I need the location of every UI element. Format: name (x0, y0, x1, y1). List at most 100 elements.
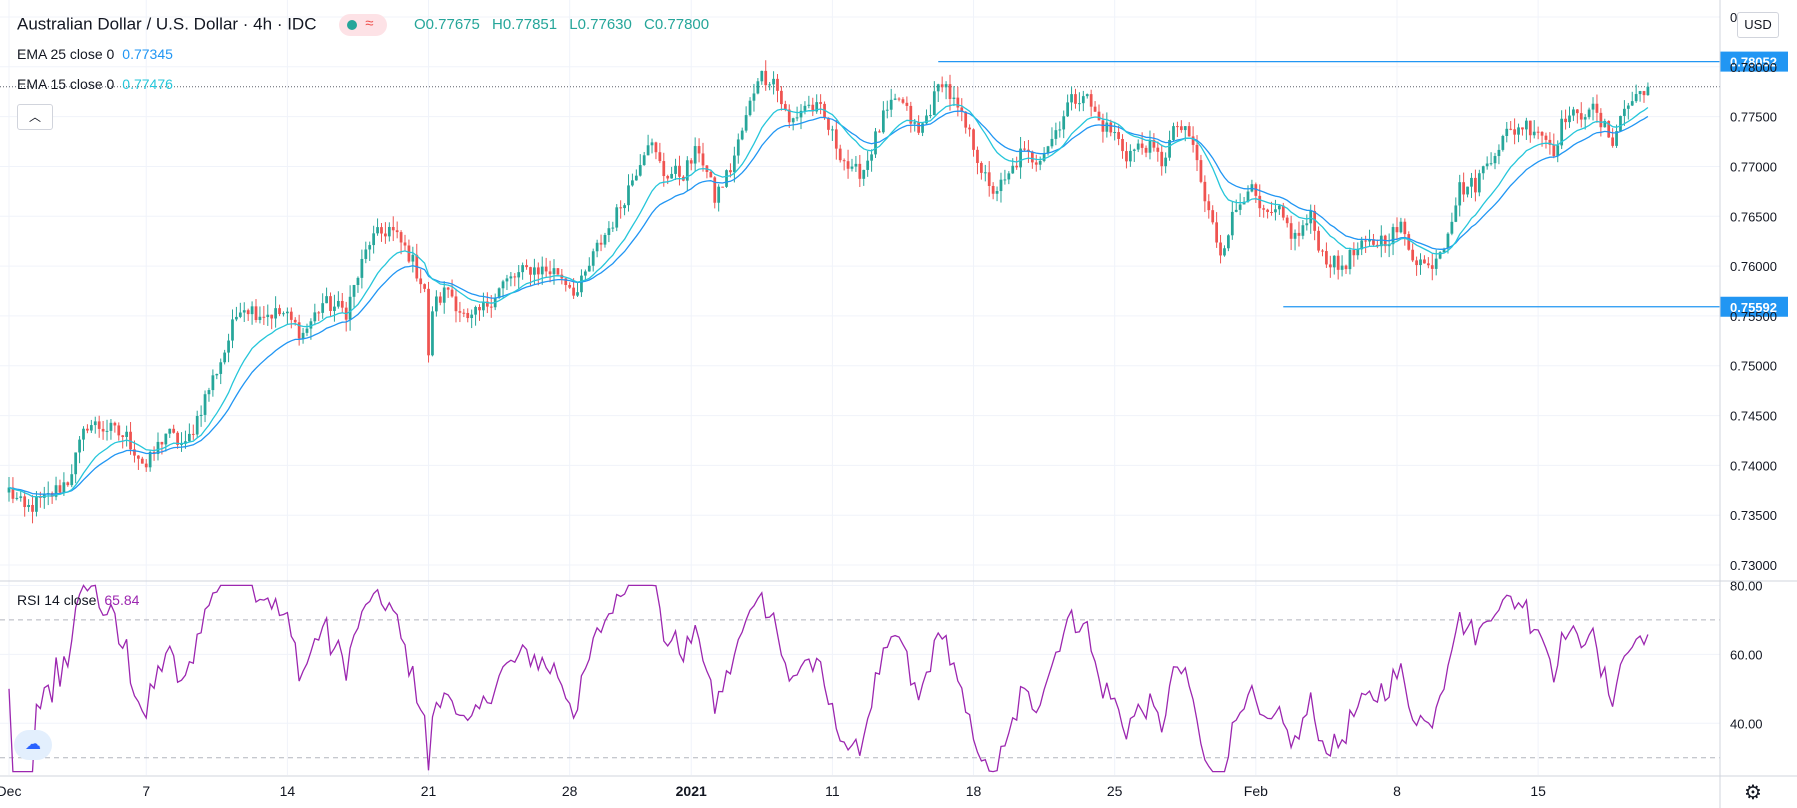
candle-body (1556, 145, 1560, 157)
candle-body (372, 233, 376, 246)
price-tick-label: 0.74000 (1730, 458, 1777, 473)
candle-body (93, 421, 97, 426)
candle-body (113, 422, 117, 426)
candle-body (783, 104, 787, 110)
candle-body (611, 227, 615, 229)
candle-body (517, 272, 521, 278)
grid (0, 0, 1720, 775)
collapse-legend-button[interactable]: ︿ (17, 104, 53, 130)
candle-body (768, 84, 772, 86)
candle-body (509, 276, 513, 279)
candle-body (842, 160, 846, 162)
candle-body (297, 322, 301, 339)
candle-body (231, 319, 234, 341)
time-tick-label: 21 (421, 783, 437, 799)
candle-body (634, 175, 638, 181)
candle-body (917, 122, 921, 133)
candle-body (109, 422, 113, 431)
candle-body (889, 99, 893, 110)
candle-body (1395, 227, 1399, 233)
rsi-legend[interactable]: RSI 14 close 65.84 (17, 592, 139, 608)
candle-body (1446, 233, 1450, 249)
candle-body (1125, 151, 1128, 162)
candle-body (819, 102, 822, 104)
candle-body (301, 332, 305, 339)
ema15-legend[interactable]: EMA 15 close 0 0.77476 (17, 76, 173, 92)
candle-body (1203, 181, 1207, 202)
candle-body (78, 439, 81, 453)
candle-body (654, 142, 658, 153)
candle-body (1132, 149, 1136, 151)
rsi-line (8, 584, 1649, 773)
candle-body (478, 306, 481, 311)
candle-body (1399, 221, 1403, 233)
ema25-legend[interactable]: EMA 25 close 0 0.77345 (17, 46, 173, 62)
candle-body (846, 161, 850, 169)
candle-body (1603, 120, 1607, 128)
market-status-pill[interactable]: ≈ (339, 14, 388, 36)
candle-body (760, 70, 764, 82)
level-price-tag (1720, 296, 1788, 317)
candle-body (348, 296, 352, 320)
candle-body (254, 306, 258, 321)
candle-body (1328, 264, 1332, 268)
ema25-value: 0.77345 (122, 46, 173, 62)
candle-body (148, 451, 152, 468)
candle-body (403, 242, 407, 246)
candle-body (180, 443, 183, 445)
time-tick-label: 11 (825, 783, 840, 799)
candle-body (470, 314, 474, 319)
time-tick-label: 18 (966, 783, 982, 799)
level-price-label: 0.78052 (1730, 55, 1777, 70)
candles (7, 60, 1650, 524)
candle-body (293, 319, 297, 323)
rsi-tick-label: 60.00 (1730, 647, 1763, 662)
candle-body (944, 84, 948, 88)
candle-body (1607, 120, 1611, 138)
candle-body (1493, 156, 1497, 164)
candle-body (352, 285, 356, 297)
price-tick-label: 0.76000 (1730, 259, 1777, 274)
candle-body (325, 296, 328, 304)
candle-body (811, 104, 815, 112)
candle-body (803, 105, 807, 111)
ema15-line (8, 103, 1649, 498)
candle-body (1030, 151, 1034, 163)
candle-body (807, 104, 811, 106)
candle-body (160, 441, 164, 445)
candle-body (1007, 173, 1011, 180)
rsi-label: RSI 14 close (17, 592, 97, 608)
candle-body (1505, 128, 1509, 136)
candle-body (1223, 248, 1226, 256)
candle-body (1634, 94, 1638, 102)
gear-icon[interactable]: ⚙ (1744, 782, 1762, 804)
candle-body (932, 91, 936, 116)
candle-body (674, 165, 677, 174)
candle-body (376, 227, 379, 234)
candle-body (991, 185, 995, 194)
time-tick-label: Feb (1244, 783, 1268, 799)
time-tick-label: 2021 (676, 783, 707, 799)
candle-body (203, 394, 207, 415)
time-tick-label: 7 (142, 783, 150, 799)
approx-icon: ≈ (365, 15, 374, 32)
candle-body (482, 301, 485, 311)
candle-body (897, 98, 901, 100)
price-tick-label: 0.74500 (1730, 409, 1777, 424)
candle-body (599, 242, 603, 245)
price-tick-label: 0.77500 (1730, 110, 1777, 125)
candle-body (1148, 139, 1152, 153)
candle-body (431, 311, 434, 356)
currency-button[interactable]: USD (1737, 12, 1779, 38)
candle-body (387, 226, 391, 237)
candle-body (423, 284, 426, 289)
tradingview-logo-icon[interactable]: ☁ (14, 730, 52, 760)
candle-body (309, 321, 313, 329)
candle-body (1227, 235, 1230, 249)
candle-body (1219, 242, 1222, 256)
candle-body (1054, 130, 1058, 139)
candle-body (137, 455, 140, 459)
candle-body (1003, 179, 1007, 181)
candle-body (282, 313, 285, 315)
